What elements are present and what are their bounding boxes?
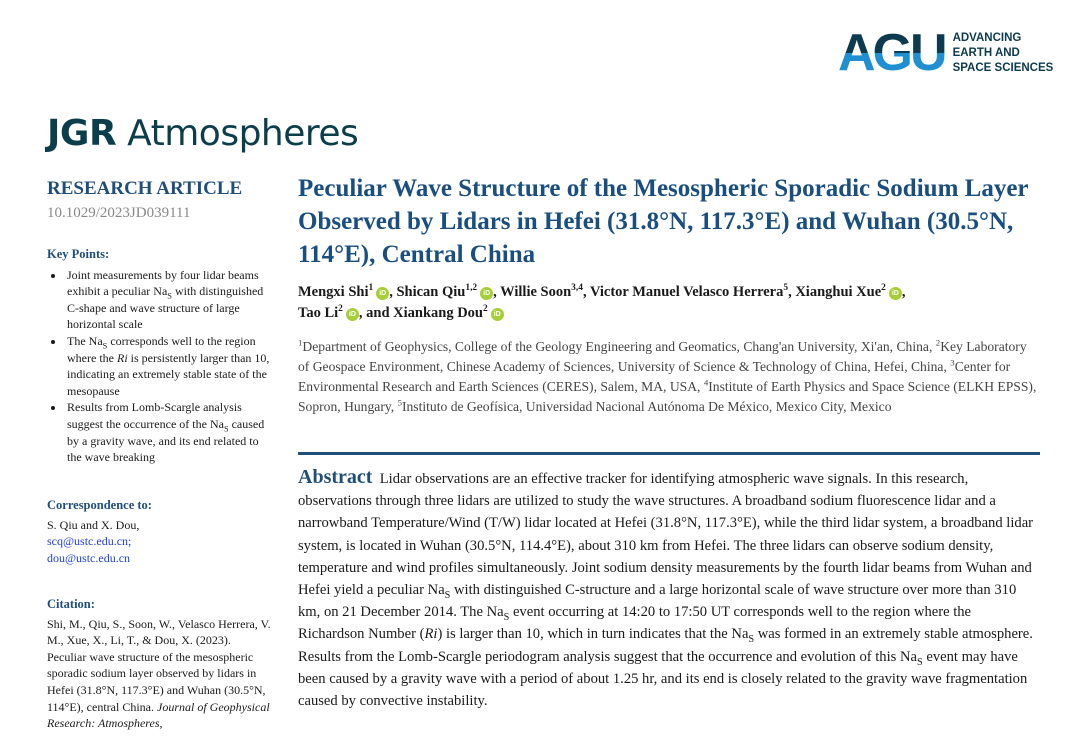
divider (298, 452, 1040, 455)
citation-heading: Citation: (47, 597, 95, 611)
author-list: Mengxi Shi1iD, Shican Qiu1,2iD, Willie S… (298, 283, 906, 321)
citation-journal: Journal of Geophysical Research: Atmosph… (47, 699, 270, 731)
author: Xianghui Xue2 (795, 283, 886, 300)
article-type: RESEARCH ARTICLE (47, 178, 243, 199)
journal-rest: Atmospheres (116, 113, 359, 154)
key-point: The NaS corresponds well to the region w… (65, 333, 272, 399)
doi[interactable]: 10.1029/2023JD039111 (47, 205, 191, 221)
agu-logo: AGU ADVANCING EARTH AND SPACE SCIENCES (838, 24, 1054, 82)
correspondence-names: S. Qiu and X. Dou, (47, 517, 140, 532)
affiliations: 1Department of Geophysics, College of th… (298, 337, 1037, 414)
orcid-icon[interactable]: iD (376, 287, 390, 300)
affiliation: Center for Environmental Research and Ea… (298, 359, 1011, 394)
agu-logo-mark: AGU (838, 24, 948, 82)
author: Mengxi Shi1 (298, 283, 374, 300)
affiliation: Institute of Earth Physics and Space Sci… (298, 379, 1037, 414)
citation-body: Shi, M., Qiu, S., Soon, W., Velasco Herr… (47, 616, 271, 714)
journal-name: JGR Atmospheres (47, 113, 359, 154)
tagline-line: EARTH AND (952, 46, 1020, 59)
orcid-icon[interactable]: iD (345, 308, 359, 321)
affiliation: Key Laboratory of Geospace Environment, … (298, 339, 1027, 374)
affiliation: Instituto de Geofísica, Universidad Naci… (401, 399, 892, 414)
author: Xiankang Dou2 (393, 304, 488, 321)
tagline-line: SPACE SCIENCES (952, 61, 1054, 74)
correspondence: Correspondence to: S. Qiu and X. Dou, sc… (47, 497, 272, 566)
orcid-icon[interactable]: iD (888, 287, 902, 300)
key-points: Key Points: Joint measurements by four l… (47, 246, 272, 466)
abstract: Abstract Lidar observations are an effec… (298, 466, 1038, 712)
tagline-line: ADVANCING (952, 31, 1022, 44)
key-points-list: Joint measurements by four lidar beams e… (47, 267, 272, 466)
orcid-icon[interactable]: iD (480, 287, 494, 300)
abstract-text: Lidar observations are an effective trac… (298, 471, 1034, 710)
author: Tao Li2 (298, 304, 343, 321)
citation-text: Shi, M., Qiu, S., Soon, W., Velasco Herr… (47, 616, 272, 732)
orcid-icon[interactable]: iD (490, 308, 504, 321)
abstract-heading: Abstract (298, 466, 373, 488)
affiliation: Department of Geophysics, College of the… (302, 339, 936, 354)
email-link[interactable]: dou@ustc.edu.cn (47, 550, 131, 565)
author: Willie Soon3,4 (500, 283, 583, 300)
key-point: Results from Lomb-Scargle analysis sugge… (65, 399, 272, 465)
author: Shican Qiu1,2 (396, 283, 478, 300)
key-point: Joint measurements by four lidar beams e… (65, 267, 272, 333)
journal-abbrev: JGR (47, 113, 117, 154)
correspondence-heading: Correspondence to: (47, 498, 152, 512)
article-title: Peculiar Wave Structure of the Mesospher… (298, 175, 1029, 268)
email-link[interactable]: scq@ustc.edu.cn; (47, 534, 132, 549)
citation: Citation: Shi, M., Qiu, S., Soon, W., Ve… (47, 596, 272, 732)
agu-tagline: ADVANCING EARTH AND SPACE SCIENCES (953, 31, 1054, 76)
key-points-heading: Key Points: (47, 247, 110, 261)
author: Victor Manuel Velasco Herrera5 (589, 283, 789, 300)
